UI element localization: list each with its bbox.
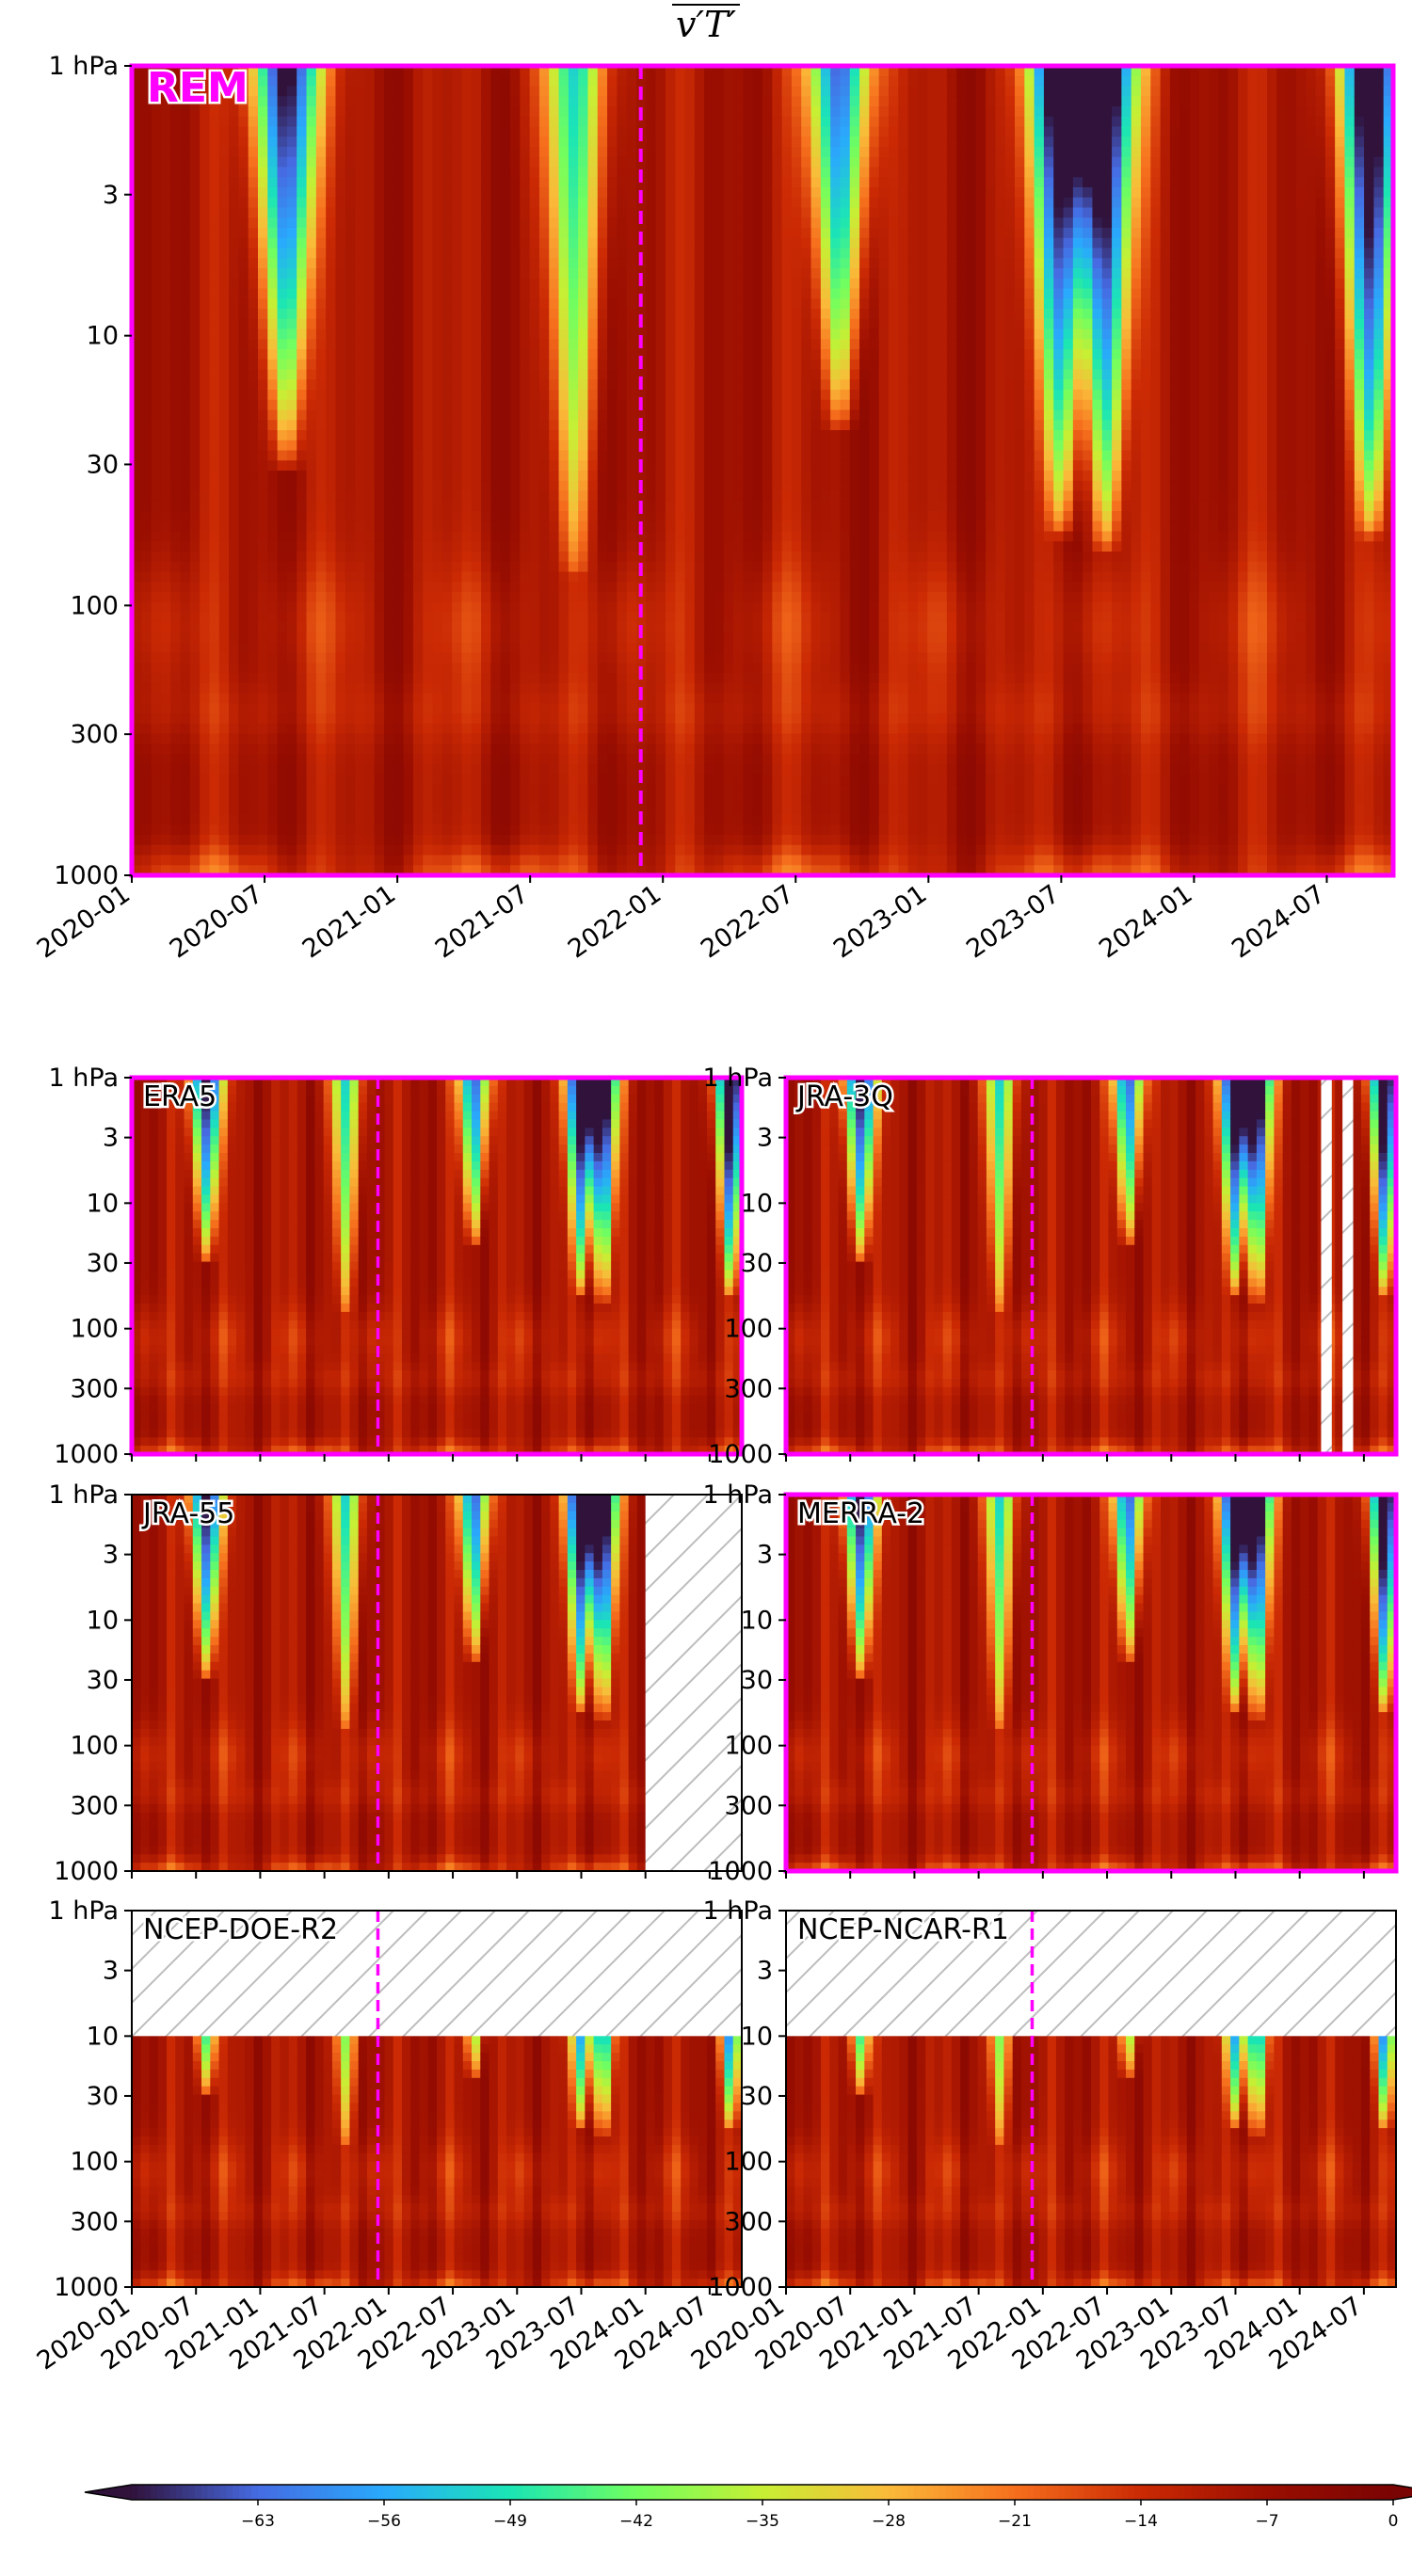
y-tick-label: 3 xyxy=(757,1957,773,1986)
y-tick-label: 300 xyxy=(70,1791,119,1820)
y-tick-label: 10 xyxy=(87,1189,119,1218)
y-tick-label: 30 xyxy=(87,1666,119,1695)
y-tick-label: 3 xyxy=(103,181,119,210)
heatmap xyxy=(786,1078,1397,1455)
x-tick-label: 2022-07 xyxy=(696,879,799,964)
colorbar: −63 −56 −49 −42 −35 −28 −21 −14 −7 0 xyxy=(85,2485,1412,2531)
missing-data-hatch xyxy=(1342,1078,1353,1454)
panel-label: ERA5 xyxy=(143,1080,217,1113)
heatmap xyxy=(132,1078,743,1455)
y-tick-label: 100 xyxy=(70,591,119,620)
y-tick-label: 10 xyxy=(741,1189,773,1218)
x-tick-label: 2024-07 xyxy=(1227,879,1330,964)
y-tick-label: 1 hPa xyxy=(49,52,120,81)
y-tick-label: 3 xyxy=(757,1541,773,1570)
y-tick-label: 30 xyxy=(87,2082,119,2111)
y-tick-label: 30 xyxy=(87,450,119,479)
y-tick-label: 1 hPa xyxy=(49,1064,120,1093)
y-tick-label: 3 xyxy=(757,1124,773,1153)
y-tick-label: 10 xyxy=(87,322,119,351)
x-tick-label: 2021-07 xyxy=(430,879,534,964)
y-tick-label: 300 xyxy=(724,1791,773,1820)
y-tick-label: 1000 xyxy=(708,1440,773,1469)
y-tick-label: 10 xyxy=(741,1606,773,1635)
y-tick-label: 10 xyxy=(87,2022,119,2051)
panel-label: MERRA-2 xyxy=(797,1497,924,1530)
x-tick-label: 2023-01 xyxy=(828,879,932,964)
y-tick-label: 3 xyxy=(103,1541,119,1570)
panel-label: JRA-55 xyxy=(141,1497,234,1530)
y-tick-label: 30 xyxy=(87,1249,119,1278)
y-tick-label: 10 xyxy=(87,1606,119,1635)
panel-era5: 1 hPa 3 10 30 100 300 1000 ERA5 xyxy=(49,1064,743,1469)
x-tick-label: 2022-01 xyxy=(563,879,666,964)
y-tick-label: 30 xyxy=(741,1666,773,1695)
y-tick-label: 100 xyxy=(724,1315,773,1344)
panel-label: REM xyxy=(147,64,249,112)
y-tick-label: 100 xyxy=(70,2148,119,2177)
colorbar-tick-label: −7 xyxy=(1255,2512,1278,2531)
panel-jra-3q: 1 hPa 3 10 30 100 300 1000 JRA-3Q xyxy=(703,1064,1397,1469)
colorbar-extend-low xyxy=(85,2485,132,2500)
x-tick-label: 2021-01 xyxy=(297,879,401,964)
panel-label: JRA-3Q xyxy=(795,1080,893,1113)
colorbar-tick-label: −63 xyxy=(241,2512,275,2531)
y-tick-label: 100 xyxy=(70,1315,119,1344)
heatmap xyxy=(786,1495,1397,1872)
x-tick-label: 2024-01 xyxy=(1094,879,1197,964)
colorbar-tick-label: 0 xyxy=(1388,2512,1399,2531)
y-tick-label: 300 xyxy=(724,2207,773,2236)
panel-label: NCEP-NCAR-R1 xyxy=(797,1913,1009,1946)
missing-data-hatch xyxy=(1321,1078,1331,1454)
y-tick-label: 100 xyxy=(70,1732,119,1761)
y-tick-label: 1 hPa xyxy=(49,1896,120,1926)
y-tick-label: 300 xyxy=(70,2207,119,2236)
colorbar-tick-label: −49 xyxy=(493,2512,527,2531)
colorbar-tick-label: −35 xyxy=(746,2512,779,2531)
y-tick-label: 30 xyxy=(741,2082,773,2111)
y-tick-label: 3 xyxy=(103,1124,119,1153)
y-tick-label: 10 xyxy=(741,2022,773,2051)
y-tick-label: 1000 xyxy=(54,1857,119,1886)
y-tick-label: 300 xyxy=(70,1374,119,1403)
y-tick-label: 1 hPa xyxy=(49,1480,120,1510)
y-tick-label: 30 xyxy=(741,1249,773,1278)
x-tick-label: 2020-07 xyxy=(165,879,268,964)
colorbar-tick-label: −56 xyxy=(367,2512,401,2531)
panel-merra-2: 1 hPa 3 10 30 100 300 1000 MERRA-2 xyxy=(703,1480,1397,1886)
y-tick-label: 100 xyxy=(724,1732,773,1761)
y-tick-label: 3 xyxy=(103,1957,119,1986)
y-tick-label: 1000 xyxy=(708,1857,773,1886)
y-tick-label: 1000 xyxy=(54,1440,119,1469)
y-tick-label: 1 hPa xyxy=(703,1480,774,1510)
y-tick-label: 100 xyxy=(724,2148,773,2177)
y-tick-label: 1 hPa xyxy=(703,1064,774,1093)
x-tick-label: 2023-07 xyxy=(961,879,1065,964)
colorbar-tick-label: −21 xyxy=(998,2512,1032,2531)
panel-label: NCEP-DOE-R2 xyxy=(143,1913,338,1946)
x-tick-label: 2020-01 xyxy=(32,879,136,964)
panel-jra-55: 1 hPa 3 10 30 100 300 1000 JRA-55 xyxy=(49,1480,743,1886)
heatmap xyxy=(132,66,1394,876)
colorbar-tick-label: −28 xyxy=(872,2512,906,2531)
colorbar-tick-label: −42 xyxy=(619,2512,653,2531)
y-tick-label: 300 xyxy=(724,1374,773,1403)
colorbar-tick-label: −14 xyxy=(1124,2512,1158,2531)
y-tick-label: 300 xyxy=(70,720,119,749)
y-tick-label: 1 hPa xyxy=(703,1896,774,1926)
